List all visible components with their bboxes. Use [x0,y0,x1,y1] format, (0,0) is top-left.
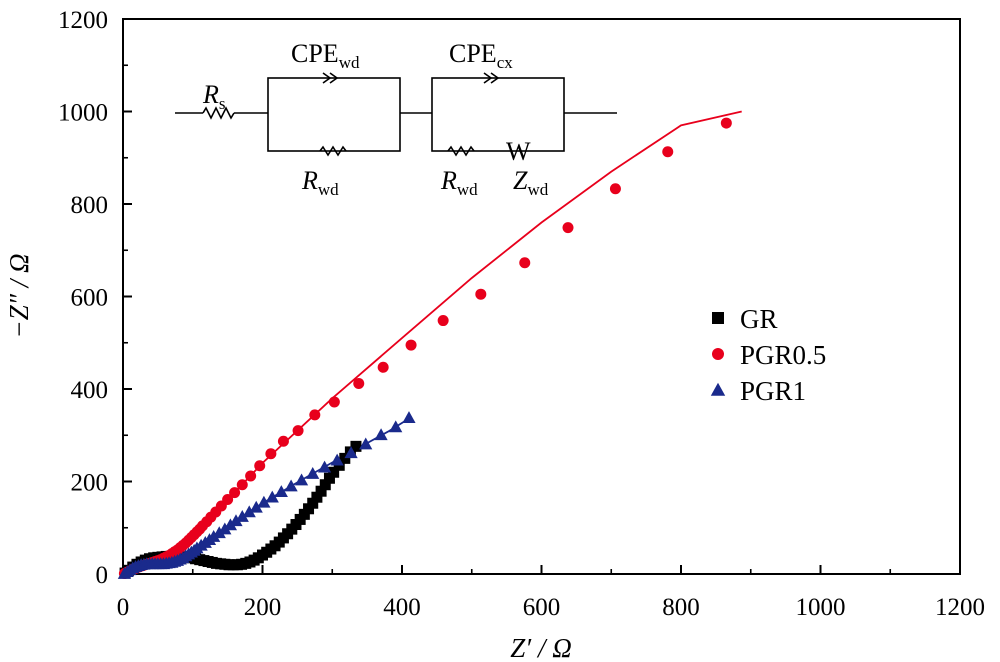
data-point-pgr0-5 [229,487,241,499]
x-tick-label: 800 [662,594,700,621]
data-point-pgr1 [402,411,416,423]
data-point-pgr0-5 [328,396,340,408]
data-point-gr [307,497,319,509]
data-point-pgr1 [306,467,320,479]
legend-label-gr: GR [740,304,778,334]
legend-marker-pgr1 [710,382,726,396]
data-point-pgr0-5 [353,377,365,389]
axis-tick-labels: 0 200 400 600 800 1000 1200 0 200 400 600 800 1000 12… [58,7,985,621]
resistor-rs [202,106,235,120]
y-tick-label: 0 [96,562,109,589]
data-point-pgr0-5 [309,409,321,421]
axis-ticks [122,18,961,575]
data-point-gr [315,485,327,497]
data-point-pgr0-5 [245,470,257,482]
data-point-pgr0-5 [475,288,487,300]
circuit-label-zwd: Zwd [513,166,549,199]
data-point-gr [311,491,323,503]
x-tick-label: 1000 [796,594,846,621]
parallel-block-1 [267,77,401,152]
data-point-pgr0-5 [405,339,417,351]
data-point-pgr0-5 [222,494,234,506]
circuit-label-cpe-wd: CPEwd [291,39,360,72]
data-point-pgr1 [294,473,309,486]
data-point-gr [350,440,362,452]
fit-lines [122,110,742,575]
data-point-pgr0-5 [562,222,574,234]
parallel-block-2 [431,77,565,152]
data-point-pgr1 [249,500,263,513]
cpe-cx-symbol [483,72,500,84]
legend-marker-pgr0-5 [712,348,724,360]
data-point-pgr1 [344,446,358,459]
data-point-pgr1 [330,453,344,466]
y-tick-label: 400 [71,377,109,404]
y-tick-label: 800 [71,192,109,219]
x-tick-label: 0 [117,594,130,621]
plot-frame [122,18,961,575]
resistor-rwd-2 [447,145,475,157]
fit-line-pgr0-5 [122,110,742,575]
data-point-pgr0-5 [254,460,266,472]
data-point-gr [319,479,331,491]
data-point-pgr1 [389,420,403,433]
legend-marker-gr [712,312,724,324]
data-point-gr [339,452,351,464]
data-point-pgr0-5 [609,183,621,195]
data-point-pgr0-5 [519,257,531,269]
data-point-pgr0-5 [277,435,289,447]
data-point-pgr0-5 [377,361,389,373]
circuit-label-warburg: W [506,137,531,166]
data-point-pgr1 [257,495,271,508]
x-tick-label: 600 [523,594,561,621]
data-point-pgr1 [229,514,243,527]
data-point-pgr0-5 [236,479,248,491]
y-tick-label: 1200 [58,7,108,34]
circuit-label-cpe-cx: CPEcx [449,39,513,72]
data-point-pgr1 [317,460,332,473]
data-point-gr [298,508,310,520]
data-point-pgr1 [242,505,256,518]
data-point-pgr1 [374,428,388,441]
data-markers [117,117,732,580]
y-tick-label: 600 [71,285,109,312]
data-point-gr [328,466,340,478]
data-point-pgr0-5 [437,315,449,327]
data-point-pgr0-5 [292,425,304,437]
data-point-pgr0-5 [265,448,277,460]
circuit-label-rs: Rs [202,80,226,113]
circuit-label-rwd-1: Rwd [301,166,339,199]
data-point-pgr0-5 [720,117,732,129]
data-point-gr [323,472,335,484]
data-point-pgr1 [207,529,221,542]
y-tick-label: 200 [71,470,109,497]
data-point-pgr1 [284,479,298,492]
legend: GR PGR0.5 PGR1 [710,304,826,406]
data-point-pgr0-5 [662,146,674,158]
data-point-gr [303,503,315,515]
x-tick-label: 1200 [935,594,985,621]
data-point-pgr1 [235,510,249,522]
x-tick-label: 400 [383,594,421,621]
data-point-pgr1 [265,490,279,503]
x-axis-label: Z′ / Ω [510,633,571,662]
legend-label-pgr0-5: PGR0.5 [740,340,826,370]
x-tick-label: 200 [244,594,282,621]
y-axis-label: −Z″ / Ω [4,253,34,338]
legend-label-pgr1: PGR1 [740,376,806,406]
equivalent-circuit [175,72,617,157]
resistor-rwd-1 [319,145,347,157]
data-point-pgr1 [274,485,288,497]
cpe-wd-symbol [322,72,339,84]
data-point-pgr1 [359,437,373,450]
data-point-pgr1 [212,526,226,539]
circuit-label-rwd-2: Rwd [440,166,478,199]
y-tick-label: 1000 [58,100,108,127]
